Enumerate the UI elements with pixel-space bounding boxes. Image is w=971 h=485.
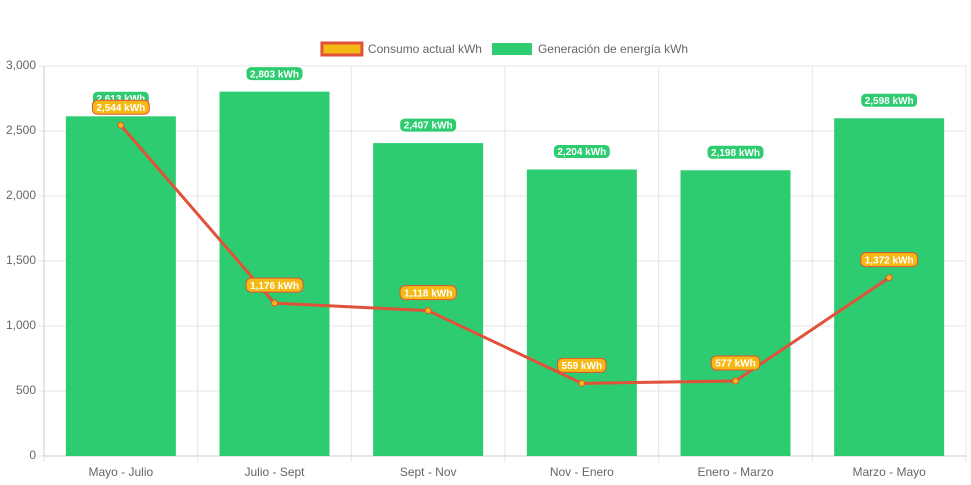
- y-tick-label: 1,500: [6, 253, 36, 267]
- bar: [680, 170, 791, 456]
- line-point: [271, 299, 278, 307]
- line-point: [732, 377, 739, 385]
- y-tick-label: 3,000: [6, 58, 36, 72]
- data-label-bg: [245, 66, 304, 82]
- legend-label: Generación de energía kWh: [538, 42, 688, 56]
- data-label-text: 1,176 kWh: [250, 281, 299, 292]
- x-tick-label: Julio - Sept: [244, 465, 305, 479]
- data-label-text: 2,613 kWh: [96, 94, 145, 105]
- data-label-bg: [860, 92, 919, 108]
- x-tick-label: Marzo - Mayo: [852, 465, 926, 479]
- legend-label: Consumo actual kWh: [368, 42, 482, 56]
- data-label-text: 1,118 kWh: [404, 288, 452, 299]
- data-label: 2,407 kWh: [399, 117, 458, 133]
- line-point: [885, 274, 893, 282]
- data-label-bg: [91, 99, 150, 115]
- y-tick-label: 500: [16, 383, 36, 397]
- data-label: 1,118 kWh: [399, 285, 457, 301]
- y-tick-label: 2,500: [6, 123, 36, 137]
- data-label-bg: [399, 117, 458, 133]
- data-label-bg: [706, 144, 765, 160]
- line: [119, 124, 891, 385]
- data-label-text: 559 kWh: [562, 361, 603, 372]
- line-point: [117, 121, 125, 129]
- data-label-bg: [552, 143, 611, 159]
- data-label-bg: [245, 277, 304, 293]
- data-label: 2,544 kWh: [91, 99, 150, 115]
- data-label-text: 2,598 kWh: [865, 96, 914, 107]
- bar: [65, 116, 176, 456]
- data-label: 577 kWh: [710, 355, 761, 371]
- x-tick-label: Sept - Nov: [400, 465, 457, 479]
- bar: [526, 169, 637, 457]
- data-label-text: 2,204 kWh: [557, 147, 606, 158]
- data-label: 2,598 kWh: [860, 92, 919, 108]
- data-label: 1,372 kWh: [860, 252, 919, 268]
- y-tick-label: 2,000: [6, 188, 36, 202]
- data-label-text: 2,198 kWh: [711, 148, 760, 159]
- legend-swatch: [491, 43, 532, 55]
- data-label: 2,198 kWh: [706, 144, 765, 160]
- data-label-bg: [710, 355, 761, 371]
- x-tick-label: Nov - Enero: [550, 465, 614, 479]
- data-label-text: 2,803 kWh: [250, 69, 299, 80]
- line-point: [578, 379, 586, 387]
- legend-swatch: [320, 41, 364, 57]
- data-label: 559 kWh: [557, 357, 607, 373]
- x-tick-label: Enero - Marzo: [697, 465, 773, 479]
- y-tick-label: 1,000: [6, 318, 36, 332]
- data-label-text: 2,407 kWh: [404, 121, 453, 132]
- line-point: [424, 307, 432, 315]
- data-label-text: 2,544 kWh: [96, 103, 145, 114]
- data-label-bg: [557, 357, 607, 373]
- x-tick-label: Mayo - Julio: [88, 465, 153, 479]
- data-label-text: 577 kWh: [715, 359, 756, 370]
- bar: [834, 118, 945, 456]
- data-label-bg: [860, 252, 919, 268]
- y-tick-label: 0: [29, 448, 36, 462]
- data-label-text: 1,372 kWh: [865, 255, 914, 266]
- data-label: 1,176 kWh: [245, 277, 304, 293]
- data-label: 2,803 kWh: [245, 66, 304, 82]
- data-label-bg: [399, 285, 457, 301]
- legend: Consumo actual kWh Generación de energía …: [320, 41, 688, 57]
- bar: [219, 91, 330, 457]
- legend-item: Generación de energía kWh: [491, 42, 688, 56]
- legend-item: Consumo actual kWh: [320, 41, 482, 57]
- data-label: 2,204 kWh: [552, 143, 611, 159]
